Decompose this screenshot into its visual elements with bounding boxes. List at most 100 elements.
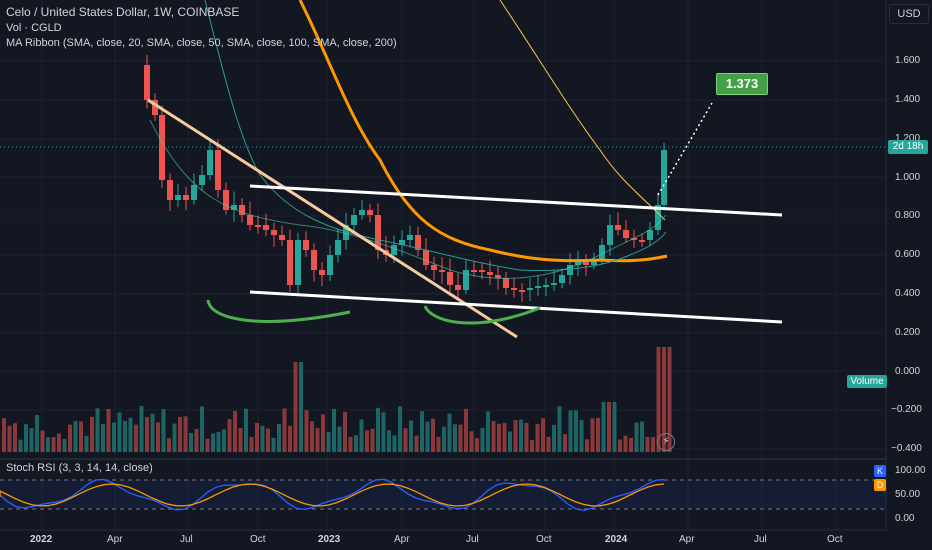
time-label: 2023 — [318, 534, 341, 545]
price-tick: 1.200 — [895, 133, 921, 144]
volume-bar — [458, 424, 463, 452]
rsi-tick: 50.00 — [895, 489, 921, 500]
volume-bar — [255, 423, 259, 452]
candle-body — [599, 245, 605, 260]
volume-bar — [277, 424, 281, 452]
ma-ribbon-legend[interactable]: MA Ribbon (SMA, close, 20, SMA, close, 5… — [6, 37, 397, 49]
volume-bar — [618, 439, 622, 452]
volume-bar — [414, 435, 419, 452]
volume-bar — [607, 402, 611, 452]
time-label: 2024 — [605, 534, 628, 545]
candle-body — [463, 270, 469, 290]
volume-bar — [79, 421, 83, 452]
candle-body — [152, 100, 158, 115]
stoch-rsi-pane — [0, 478, 886, 512]
symbol-legend[interactable]: Celo / United States Dollar, 1W, COINBAS… — [6, 5, 240, 19]
volume-bar — [447, 413, 452, 452]
candle-body — [279, 235, 285, 240]
volume-bar — [310, 421, 314, 452]
candle-body — [535, 286, 541, 288]
volume-bar — [123, 420, 127, 452]
volume-bar — [332, 408, 336, 452]
volume-bar — [150, 413, 155, 452]
volume-bar — [596, 417, 600, 452]
lightning-icon[interactable]: ⚡ — [657, 433, 675, 451]
candle-body — [655, 205, 661, 230]
volume-bar — [535, 423, 540, 452]
volume-bar — [266, 428, 270, 452]
time-label: Jul — [466, 534, 479, 545]
candle-body — [591, 260, 597, 265]
candle-body — [351, 215, 357, 225]
volume-bar — [299, 362, 303, 452]
rsi-tick: 100.00 — [895, 465, 926, 476]
volume-bar — [590, 418, 595, 452]
volume-bar — [205, 438, 210, 452]
volume-badge: Volume — [847, 375, 887, 388]
candle-body — [263, 225, 269, 230]
candle-body — [543, 285, 549, 287]
volume-bar — [117, 412, 122, 452]
volume-bar — [425, 421, 430, 452]
volume-bar — [95, 408, 100, 452]
volume-bar — [381, 412, 386, 452]
volume-bar — [651, 437, 655, 452]
price-tick: −0.200 — [891, 404, 922, 415]
volume-bar — [2, 418, 6, 452]
volume-bar — [403, 428, 408, 452]
volume-legend[interactable]: Vol · CGLD — [6, 22, 62, 34]
target-price-label[interactable]: 1.373 — [716, 73, 768, 95]
volume-bar — [502, 423, 507, 452]
ma-ribbon — [149, 0, 668, 279]
candle-body — [407, 235, 413, 240]
volume-bar — [508, 431, 512, 452]
price-tick: 0.000 — [895, 366, 921, 377]
volume-bar — [238, 427, 243, 452]
candle-body — [647, 230, 653, 240]
volume-bar — [183, 416, 188, 452]
channel-upper-line — [249, 184, 783, 217]
volume-bar — [623, 435, 628, 452]
candle-body — [287, 240, 293, 285]
volume-bar — [519, 419, 523, 452]
candle-body — [359, 210, 365, 215]
volume-bar — [101, 423, 105, 452]
candle-body — [247, 215, 253, 225]
volume-bar — [431, 418, 435, 452]
currency-button[interactable]: USD — [889, 4, 929, 24]
stoch-k-line — [0, 478, 665, 512]
volume-bar — [178, 416, 182, 452]
volume-bar — [557, 406, 562, 452]
volume-bar — [420, 411, 424, 452]
user-drawings[interactable] — [147, 98, 783, 339]
volume-bar — [667, 347, 672, 452]
candle-body — [519, 290, 525, 292]
ma-20-line — [149, 119, 667, 279]
volume-bar — [370, 428, 375, 452]
volume-bar — [365, 430, 369, 452]
candle-body — [175, 195, 181, 200]
volume-bar — [244, 408, 248, 452]
volume-bar — [200, 406, 204, 452]
volume-bar — [106, 408, 111, 452]
volume-bar — [194, 428, 199, 452]
stoch-rsi-legend[interactable]: Stoch RSI (3, 3, 14, 14, close) — [6, 462, 153, 474]
candle-body — [199, 175, 205, 185]
time-label: 2022 — [30, 534, 53, 545]
volume-bar — [128, 417, 133, 452]
candle-body — [487, 272, 493, 275]
time-label: Apr — [107, 534, 123, 545]
volume-bar — [161, 409, 166, 452]
volume-bar — [469, 431, 474, 452]
candle-body — [511, 288, 517, 290]
candle-body — [607, 225, 613, 245]
volume-bar — [464, 408, 468, 452]
volume-bar — [541, 418, 545, 452]
volume-bar — [656, 347, 661, 452]
candle-body — [255, 225, 261, 227]
projection-dotted-line — [657, 102, 713, 196]
time-label: Apr — [394, 534, 410, 545]
volume-bar — [35, 414, 39, 452]
volume-bar — [134, 424, 138, 452]
